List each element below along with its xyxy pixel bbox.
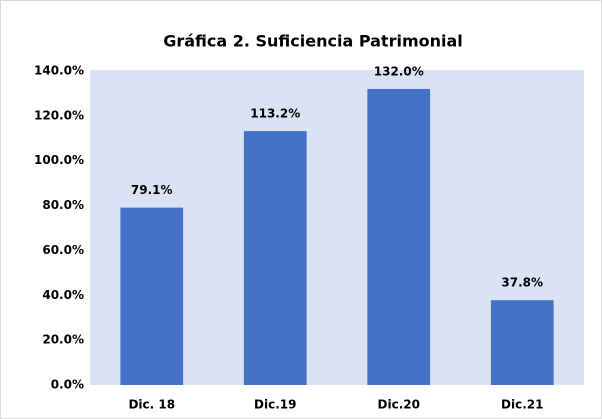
y-tick-label: 20.0% — [42, 333, 84, 347]
value-label: 113.2% — [250, 107, 300, 121]
bar — [120, 207, 184, 385]
y-tick-label: 60.0% — [42, 243, 84, 257]
y-tick-label: 80.0% — [42, 198, 84, 212]
bar — [243, 131, 307, 385]
chart-title: Gráfica 2. Suficiencia Patrimonial — [163, 32, 463, 51]
bar — [367, 88, 431, 385]
y-tick-label: 0.0% — [51, 378, 84, 392]
bar — [490, 300, 554, 385]
x-tick-label: Dic.21 — [501, 398, 543, 412]
y-tick-label: 120.0% — [34, 108, 84, 122]
x-tick-label: Dic.20 — [378, 398, 420, 412]
value-label: 37.8% — [501, 276, 543, 290]
value-label: 79.1% — [131, 183, 173, 197]
value-label: 132.0% — [374, 64, 424, 78]
y-tick-label: 100.0% — [34, 153, 84, 167]
y-tick-label: 140.0% — [34, 64, 84, 78]
x-tick-label: Dic. 18 — [128, 398, 175, 412]
y-tick-label: 40.0% — [42, 288, 84, 302]
x-tick-label: Dic.19 — [254, 398, 296, 412]
